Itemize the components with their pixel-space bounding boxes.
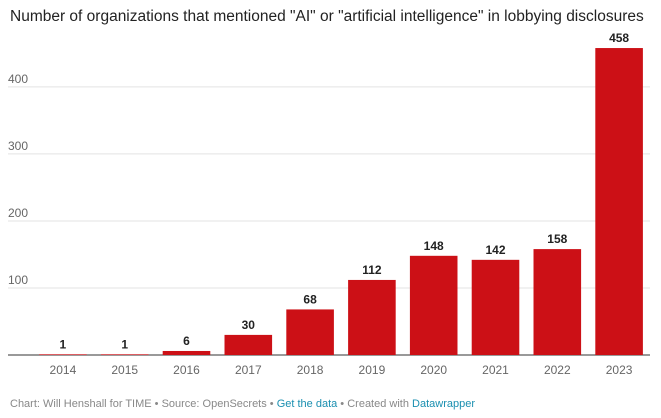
data-label-2016: 6: [183, 334, 190, 348]
bar-2018: [286, 309, 334, 355]
y-tick-100: 100: [8, 273, 28, 287]
bars: [39, 48, 643, 356]
x-tick-2023: 2023: [606, 363, 633, 377]
data-label-2020: 148: [424, 239, 444, 253]
footer-created: • Created with: [337, 398, 413, 410]
data-label-2018: 68: [303, 292, 317, 306]
x-tick-2014: 2014: [50, 363, 77, 377]
chart-footer: Chart: Will Henshall for TIME • Source: …: [10, 398, 475, 410]
chart-title: Number of organizations that mentioned "…: [10, 8, 644, 25]
x-tick-2021: 2021: [482, 363, 509, 377]
y-tick-300: 300: [8, 139, 28, 153]
bar-2014: [39, 354, 87, 355]
x-tick-2019: 2019: [359, 363, 386, 377]
datawrapper-link[interactable]: Datawrapper: [412, 398, 476, 410]
x-tick-2016: 2016: [173, 363, 200, 377]
bar-2019: [348, 279, 396, 355]
data-label-2015: 1: [121, 337, 128, 351]
data-label-2022: 158: [547, 232, 567, 246]
bar-2020: [409, 255, 458, 355]
data-label-2023: 458: [609, 31, 629, 45]
data-labels: 1 1 6 30 68 112 148 142 158 458: [60, 31, 630, 351]
bar-2016: [162, 350, 211, 355]
bar-2023: [595, 48, 643, 356]
x-tick-labels: 2014 2015 2016 2017 2018 2019 2020 2021 2022 2023: [50, 363, 633, 377]
get-the-data-link[interactable]: Get the data: [276, 398, 338, 410]
data-label-2021: 142: [485, 243, 505, 257]
bar-2021: [471, 259, 520, 355]
data-label-2014: 1: [60, 337, 67, 351]
x-tick-2017: 2017: [235, 363, 262, 377]
y-tick-400: 400: [8, 72, 28, 86]
x-tick-2018: 2018: [297, 363, 324, 377]
footer-credit: Chart: Will Henshall for TIME • Source: …: [10, 398, 277, 410]
bar-2022: [533, 249, 582, 355]
bar-2015: [100, 354, 149, 355]
data-label-2019: 112: [362, 263, 382, 277]
y-tick-labels: 100 200 300 400: [8, 72, 28, 287]
x-tick-2022: 2022: [544, 363, 571, 377]
data-label-2017: 30: [242, 318, 256, 332]
bar-2017: [224, 334, 273, 355]
x-tick-2015: 2015: [111, 363, 138, 377]
x-tick-2020: 2020: [420, 363, 447, 377]
y-tick-200: 200: [8, 206, 28, 220]
